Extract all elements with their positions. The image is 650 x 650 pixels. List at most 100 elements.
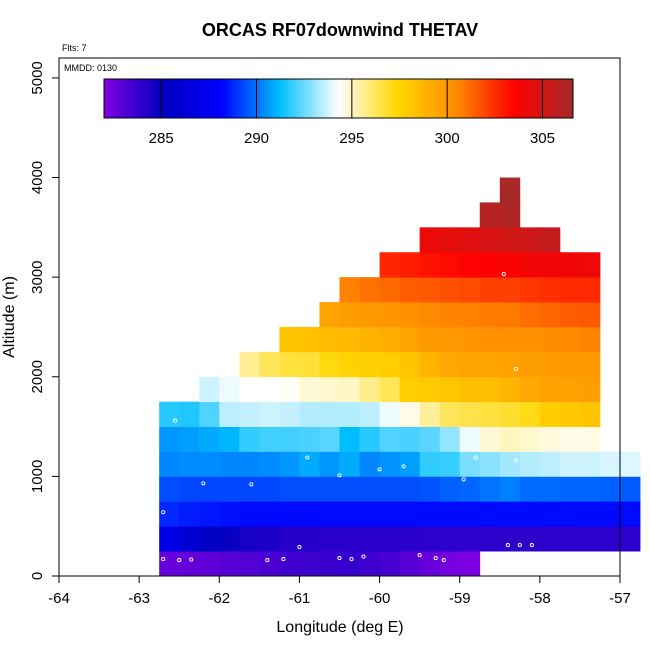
flight-point	[529, 543, 534, 548]
colorbar-segment	[209, 79, 214, 118]
heatmap-cell	[439, 351, 461, 378]
colorbar-segment	[447, 79, 453, 118]
heatmap-cell	[439, 476, 461, 502]
colorbar-segment	[318, 79, 324, 118]
heatmap-cell	[179, 426, 200, 452]
heatmap-cell	[419, 526, 441, 552]
heatmap-cell	[159, 526, 180, 552]
heatmap-cell	[559, 526, 581, 552]
colorbar-segment	[225, 79, 230, 118]
colorbar-segment	[420, 79, 425, 118]
heatmap-cell	[419, 401, 441, 427]
colorbar-frame	[103, 78, 574, 119]
heatmap-cell	[379, 526, 401, 552]
colorbar-segment	[221, 79, 226, 118]
heatmap-cell	[199, 551, 220, 577]
heatmap-cell	[620, 526, 641, 552]
heatmap-cell	[599, 451, 621, 477]
heatmap-cell	[419, 326, 441, 353]
heatmap-cell	[359, 526, 380, 552]
colorbar-segment	[455, 79, 461, 118]
colorbar-segment	[561, 79, 566, 118]
y-tick-label: 0	[29, 572, 46, 580]
heatmap-cell	[499, 326, 521, 353]
heatmap-cell	[419, 376, 441, 403]
colorbar-segment	[373, 79, 379, 118]
flight-point	[401, 464, 406, 469]
colorbar-segment	[381, 79, 386, 118]
flight-point	[361, 554, 366, 559]
colorbar-segment	[553, 79, 558, 118]
heatmap-cell	[299, 426, 320, 452]
heatmap-cell	[279, 401, 300, 427]
colorbar-segment	[412, 79, 418, 118]
heatmap-cell	[539, 426, 561, 452]
colorbar-segment	[252, 79, 257, 118]
colorbar-segment	[459, 79, 465, 118]
x-tick-label: -58	[529, 590, 551, 607]
heatmap-cell	[439, 302, 461, 328]
heatmap-cell	[539, 501, 561, 527]
heatmap-cell	[539, 277, 561, 303]
heatmap-cell	[399, 326, 421, 353]
heatmap-cell	[559, 252, 581, 278]
colorbar-segment	[424, 79, 429, 118]
colorbar-segment	[104, 79, 109, 118]
heatmap-cell	[319, 501, 340, 527]
heatmap-cell	[459, 351, 481, 378]
colorbar-segment	[143, 79, 148, 118]
colorbar-segment	[229, 79, 234, 118]
heatmap-cell	[299, 526, 320, 552]
colorbar-segment	[401, 79, 406, 118]
heatmap-cells	[159, 177, 641, 577]
colorbar-segment	[557, 79, 562, 118]
heatmap-cell	[239, 426, 260, 452]
colorbar-segment	[111, 79, 117, 118]
colorbar-segment	[432, 79, 437, 118]
date-annotation: MMDD: 0130	[64, 63, 117, 73]
colorbar-segment	[365, 79, 371, 118]
y-axis: 0 1000 2000 3000 4000 5000	[29, 61, 59, 580]
colorbar-segment	[287, 79, 293, 118]
colorbar-segment	[240, 79, 246, 118]
heatmap-cell	[579, 526, 601, 552]
heatmap-cell	[259, 551, 280, 577]
flight-point	[349, 557, 354, 562]
heatmap-cell	[439, 376, 461, 403]
heatmap-cell	[339, 426, 360, 452]
flight-point	[505, 543, 510, 548]
heatmap-cell	[399, 526, 421, 552]
heatmap-cell	[419, 551, 441, 577]
heatmap-cell	[499, 426, 521, 452]
heatmap-cell	[499, 177, 521, 203]
flight-point	[417, 553, 422, 558]
heatmap-cell	[499, 376, 521, 403]
heatmap-cell	[339, 302, 360, 328]
heatmap-cell	[459, 451, 481, 477]
colorbar-segment	[311, 79, 316, 118]
heatmap-cell	[519, 426, 541, 452]
heatmap-cell	[379, 351, 401, 378]
flight-point	[501, 272, 506, 277]
heatmap-cell	[299, 451, 320, 477]
heatmap-cell	[219, 426, 240, 452]
colorbar-segment	[170, 79, 175, 118]
heatmap-cell	[519, 326, 541, 353]
heatmap-cell	[559, 401, 581, 427]
heatmap-cell	[279, 451, 300, 477]
heatmap-cell	[239, 551, 260, 577]
heatmap-cell	[559, 476, 581, 502]
heatmap-cell	[219, 476, 240, 502]
colorbar-segment	[139, 79, 144, 118]
colorbar-segment	[174, 79, 179, 118]
heatmap-cell	[439, 326, 461, 353]
heatmap-cell	[579, 376, 601, 403]
y-tick-label: 2000	[29, 360, 46, 393]
colorbar-segment	[205, 79, 211, 118]
heatmap-cell	[559, 426, 581, 452]
heatmap-cell	[439, 401, 461, 427]
colorbar-segment	[295, 79, 300, 118]
heatmap-cell	[459, 501, 481, 527]
flight-point	[513, 458, 518, 463]
colorbar-segment	[498, 79, 504, 118]
